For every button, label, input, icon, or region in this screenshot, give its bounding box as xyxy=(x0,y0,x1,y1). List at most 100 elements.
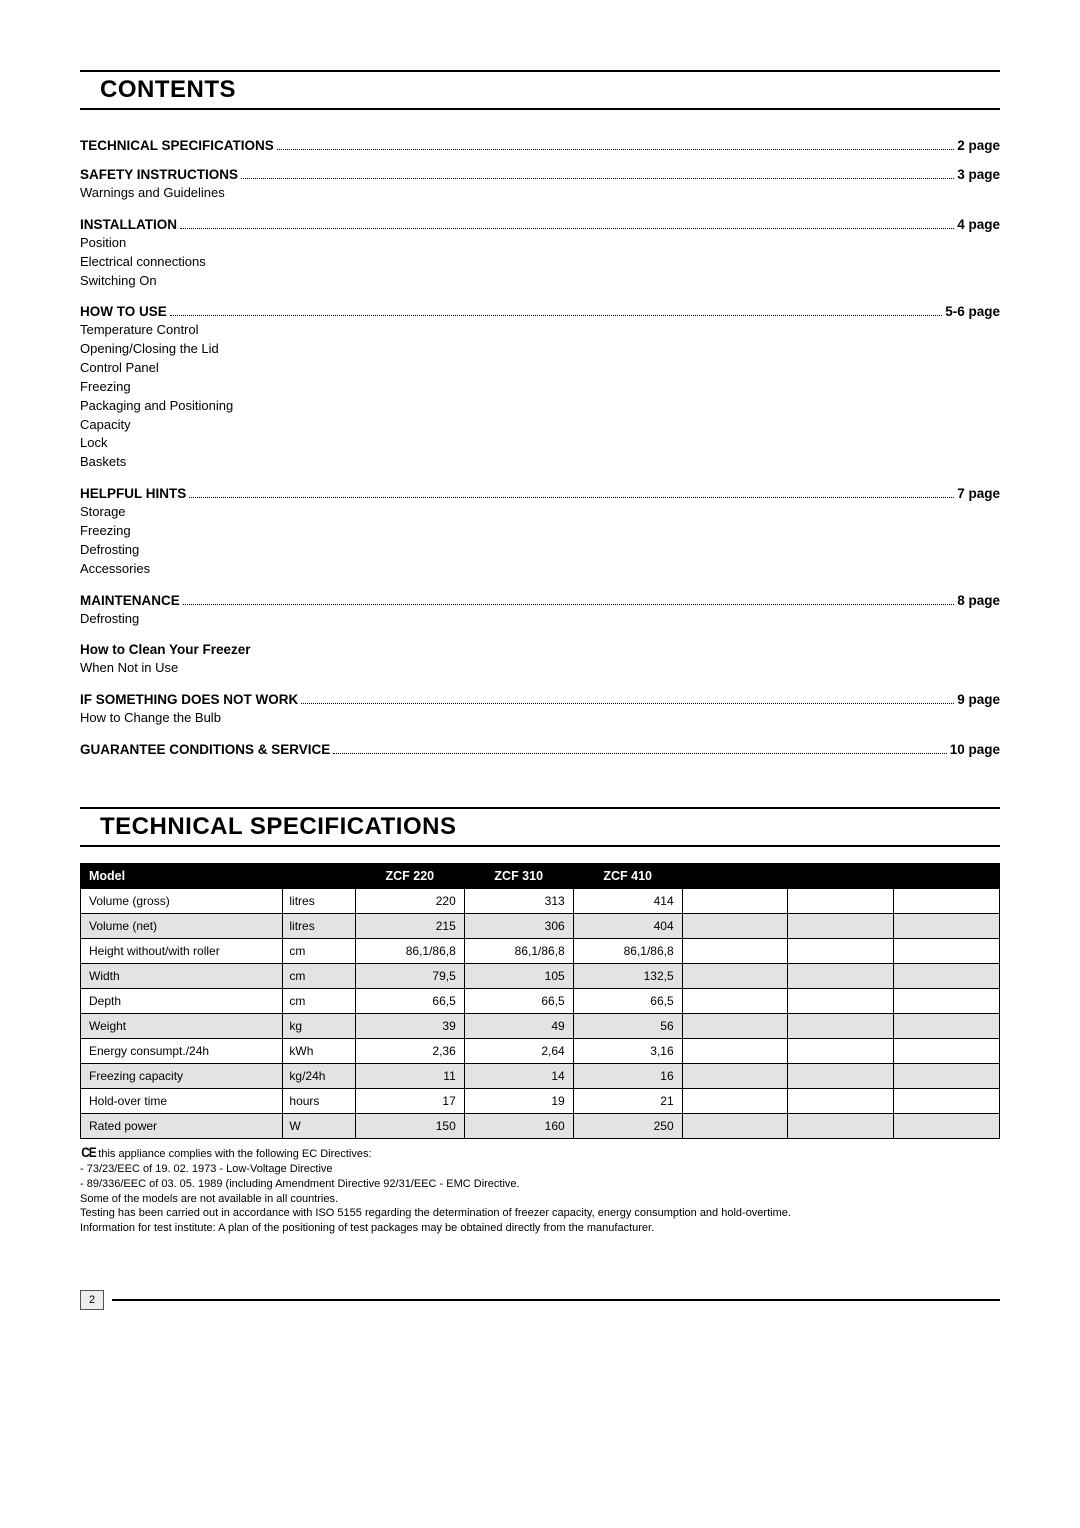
spec-value: 49 xyxy=(464,1014,573,1039)
spec-value: 150 xyxy=(355,1114,464,1139)
ce-mark-icon: C E xyxy=(81,1143,95,1162)
toc-label: SAFETY INSTRUCTIONS xyxy=(80,167,238,182)
spec-empty xyxy=(788,1039,894,1064)
toc-page: 9 page xyxy=(957,692,1000,707)
spec-empty xyxy=(682,964,788,989)
toc-subitem: Control Panel xyxy=(80,359,1000,378)
spec-label: Hold-over time xyxy=(81,1089,283,1114)
footer-rule xyxy=(112,1299,1000,1301)
spec-empty xyxy=(894,889,1000,914)
toc-dots xyxy=(301,703,954,704)
footnote-line: Some of the models are not available in … xyxy=(80,1193,338,1205)
spec-empty xyxy=(682,939,788,964)
toc-subitem: When Not in Use xyxy=(80,659,1000,678)
table-row: Widthcm79,5105132,5 xyxy=(81,964,1000,989)
toc-subitem: Packaging and Positioning xyxy=(80,397,1000,416)
spec-label: Depth xyxy=(81,989,283,1014)
table-row: Rated powerW150160250 xyxy=(81,1114,1000,1139)
contents-heading-wrap: CONTENTS xyxy=(80,70,1000,110)
col-model: Model xyxy=(81,864,356,889)
spec-empty xyxy=(788,1064,894,1089)
spec-empty xyxy=(682,989,788,1014)
toc-subitems: Warnings and Guidelines xyxy=(80,184,1000,203)
table-row: Volume (net)litres215306404 xyxy=(81,914,1000,939)
toc-label: GUARANTEE CONDITIONS & SERVICE xyxy=(80,742,330,757)
toc-label: HOW TO USE xyxy=(80,304,167,319)
page-container: CONTENTS TECHNICAL SPECIFICATIONS 2 page… xyxy=(80,70,1000,1310)
toc-page: 4 page xyxy=(957,217,1000,232)
footnotes: C Ethis appliance complies with the foll… xyxy=(80,1143,1000,1236)
spec-empty xyxy=(894,1064,1000,1089)
toc-dots xyxy=(189,497,954,498)
col-zcf310: ZCF 310 xyxy=(464,864,573,889)
toc-row: HELPFUL HINTS 7 page xyxy=(80,486,1000,501)
toc-page: 10 page xyxy=(950,742,1000,757)
toc-row: SAFETY INSTRUCTIONS 3 page xyxy=(80,167,1000,182)
spec-value: 215 xyxy=(355,914,464,939)
spec-value: 39 xyxy=(355,1014,464,1039)
spec-label: Height without/with roller xyxy=(81,939,283,964)
toc-page: 7 page xyxy=(957,486,1000,501)
footnote-line: - 89/336/EEC of 03. 05. 1989 (including … xyxy=(80,1178,520,1190)
spec-empty xyxy=(894,914,1000,939)
spec-label: Rated power xyxy=(81,1114,283,1139)
spec-empty xyxy=(682,1039,788,1064)
table-row: Depthcm66,566,566,5 xyxy=(81,989,1000,1014)
spec-unit: W xyxy=(283,1114,355,1139)
spec-empty xyxy=(788,889,894,914)
toc-subitem: Capacity xyxy=(80,416,1000,435)
spec-value: 86,1/86,8 xyxy=(355,939,464,964)
toc-entry: INSTALLATION 4 pagePositionElectrical co… xyxy=(80,217,1000,291)
footnote-line: this appliance complies with the followi… xyxy=(98,1148,371,1160)
toc-subitem: Defrosting xyxy=(80,541,1000,560)
col-empty-2 xyxy=(788,864,894,889)
spec-label: Freezing capacity xyxy=(81,1064,283,1089)
spec-unit: cm xyxy=(283,989,355,1014)
spec-empty xyxy=(788,989,894,1014)
toc-subitem: Defrosting xyxy=(80,610,1000,629)
spec-empty xyxy=(894,1114,1000,1139)
spec-empty xyxy=(682,1089,788,1114)
toc-subitems: How to Change the Bulb xyxy=(80,709,1000,728)
toc-row: INSTALLATION 4 page xyxy=(80,217,1000,232)
spec-empty xyxy=(682,1014,788,1039)
spec-value: 3,16 xyxy=(573,1039,682,1064)
page-footer: 2 xyxy=(80,1290,1000,1310)
spec-value: 313 xyxy=(464,889,573,914)
spec-value: 160 xyxy=(464,1114,573,1139)
toc-entry: SAFETY INSTRUCTIONS 3 page Warnings and G… xyxy=(80,167,1000,203)
spec-value: 66,5 xyxy=(464,989,573,1014)
toc-subitem: Storage xyxy=(80,503,1000,522)
spec-unit: cm xyxy=(283,964,355,989)
page-number: 2 xyxy=(80,1290,104,1310)
toc-row: IF SOMETHING DOES NOT WORK 9 page xyxy=(80,692,1000,707)
toc-label: TECHNICAL SPECIFICATIONS xyxy=(80,138,274,153)
toc-subitem: Lock xyxy=(80,434,1000,453)
spec-unit: litres xyxy=(283,914,355,939)
spec-value: 306 xyxy=(464,914,573,939)
table-row: Freezing capacitykg/24h111416 xyxy=(81,1064,1000,1089)
spec-value: 11 xyxy=(355,1064,464,1089)
toc-entry: TECHNICAL SPECIFICATIONS 2 page xyxy=(80,138,1000,153)
toc-page: 8 page xyxy=(957,593,1000,608)
toc-subitem: Temperature Control xyxy=(80,321,1000,340)
spec-empty xyxy=(788,1114,894,1139)
spec-empty xyxy=(788,1014,894,1039)
toc-subitem: Freezing xyxy=(80,378,1000,397)
col-zcf410: ZCF 410 xyxy=(573,864,682,889)
spec-empty xyxy=(682,1064,788,1089)
toc-label: MAINTENANCE xyxy=(80,593,180,608)
toc-dots xyxy=(180,228,954,229)
spec-value: 404 xyxy=(573,914,682,939)
toc-row: MAINTENANCE 8 page xyxy=(80,593,1000,608)
table-row: Volume (gross)litres220313414 xyxy=(81,889,1000,914)
toc-dots xyxy=(170,315,942,316)
table-row: Height without/with rollercm86,1/86,886,… xyxy=(81,939,1000,964)
footnote-line: Information for test institute: A plan o… xyxy=(80,1222,654,1234)
toc-subitems: When Not in Use xyxy=(80,659,1000,678)
spec-label: Energy consumpt./24h xyxy=(81,1039,283,1064)
spec-value: 14 xyxy=(464,1064,573,1089)
spec-value: 2,36 xyxy=(355,1039,464,1064)
toc-subitem: Switching On xyxy=(80,272,1000,291)
table-row: Weightkg394956 xyxy=(81,1014,1000,1039)
